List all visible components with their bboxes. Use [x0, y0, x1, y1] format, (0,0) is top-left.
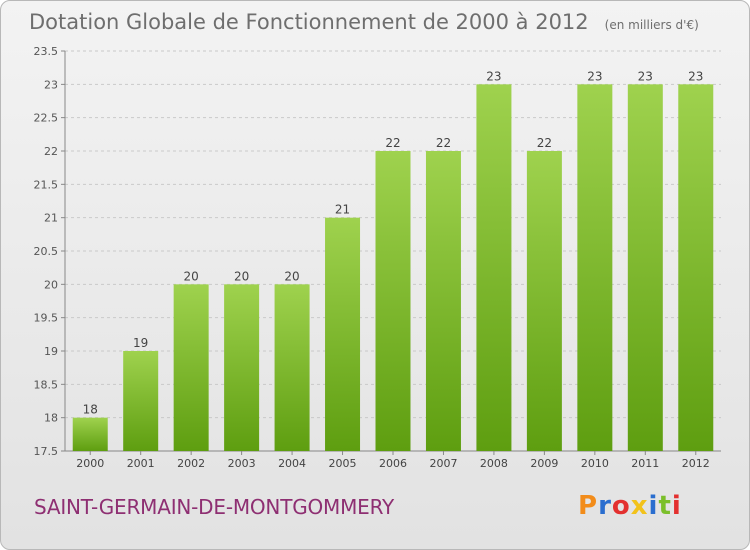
value-label: 22 — [385, 136, 400, 150]
logo-letter: x — [630, 491, 649, 521]
y-tick-label: 22.5 — [34, 112, 59, 125]
value-label: 23 — [688, 69, 703, 83]
x-tick-label: 2009 — [530, 457, 558, 470]
x-tick-label: 2008 — [480, 457, 508, 470]
y-tick-label: 22 — [44, 145, 58, 158]
bar-2000 — [72, 417, 108, 451]
value-label: 18 — [83, 403, 98, 417]
x-tick-label: 2003 — [228, 457, 256, 470]
y-tick-label: 19 — [44, 345, 58, 358]
commune-name: SAINT-GERMAIN-DE-MONTGOMMERY — [34, 495, 395, 519]
y-tick-label: 23 — [44, 78, 58, 91]
logo-letter: P — [578, 491, 599, 521]
logo-letter: i — [648, 491, 659, 521]
value-label: 23 — [587, 69, 602, 83]
logo-letter: i — [671, 491, 682, 521]
y-tick-label: 18.5 — [34, 378, 59, 391]
bar-2001 — [123, 351, 159, 451]
x-tick-label: 2010 — [581, 457, 609, 470]
bar-2002 — [173, 284, 209, 451]
x-tick-label: 2001 — [127, 457, 155, 470]
value-label: 22 — [537, 136, 552, 150]
y-tick-label: 21.5 — [34, 178, 59, 191]
bar-2010 — [577, 84, 613, 451]
value-label: 22 — [436, 136, 451, 150]
x-tick-label: 2000 — [76, 457, 104, 470]
logo-letter: r — [598, 491, 612, 521]
bar-2011 — [627, 84, 663, 451]
value-label: 23 — [638, 69, 653, 83]
value-label: 20 — [184, 269, 199, 283]
x-tick-label: 2012 — [682, 457, 710, 470]
title-text: Dotation Globale de Fonctionnement de 20… — [29, 10, 589, 34]
chart-title: Dotation Globale de Fonctionnement de 20… — [29, 10, 699, 34]
y-tick-label: 17.5 — [34, 445, 59, 458]
x-tick-label: 2005 — [329, 457, 357, 470]
y-tick-label: 20 — [44, 278, 58, 291]
bar-2006 — [375, 151, 411, 451]
y-tick-label: 21 — [44, 212, 58, 225]
bar-2003 — [224, 284, 260, 451]
value-label: 20 — [284, 269, 299, 283]
bar-2012 — [678, 84, 714, 451]
logo-letter: o — [611, 491, 631, 521]
value-label: 23 — [486, 69, 501, 83]
logo-letter: t — [658, 491, 672, 521]
bar-2004 — [274, 284, 310, 451]
x-tick-label: 2006 — [379, 457, 407, 470]
x-tick-label: 2004 — [278, 457, 306, 470]
bar-2009 — [526, 151, 562, 451]
bars — [72, 84, 714, 451]
x-tick-labels: 2000 2001 2002 2003 2004 2005 2006 2007 2008 2009… — [76, 451, 710, 470]
x-tick-label: 2011 — [631, 457, 659, 470]
bar-2005 — [325, 217, 361, 451]
y-tick-label: 19.5 — [34, 312, 59, 325]
y-tick-labels: 17.5 18 18.5 19 19.5 20 20.5 21 21.5 22 22.5 23 23.5 — [34, 45, 65, 458]
value-labels: 18 19 20 20 20 21 22 22 23 22 23 23 23 — [83, 69, 704, 416]
y-tick-label: 18 — [44, 412, 58, 425]
y-tick-label: 20.5 — [34, 245, 59, 258]
y-tick-label: 23.5 — [34, 45, 59, 58]
bar-2008 — [476, 84, 512, 451]
value-label: 19 — [133, 336, 148, 350]
bar-2007 — [425, 151, 461, 451]
x-tick-label: 2007 — [429, 457, 457, 470]
value-label: 21 — [335, 203, 350, 217]
unit-text: (en milliers d'€) — [604, 18, 699, 32]
x-tick-label: 2002 — [177, 457, 205, 470]
proxiti-logo: Proxiti — [578, 491, 682, 521]
value-label: 20 — [234, 269, 249, 283]
